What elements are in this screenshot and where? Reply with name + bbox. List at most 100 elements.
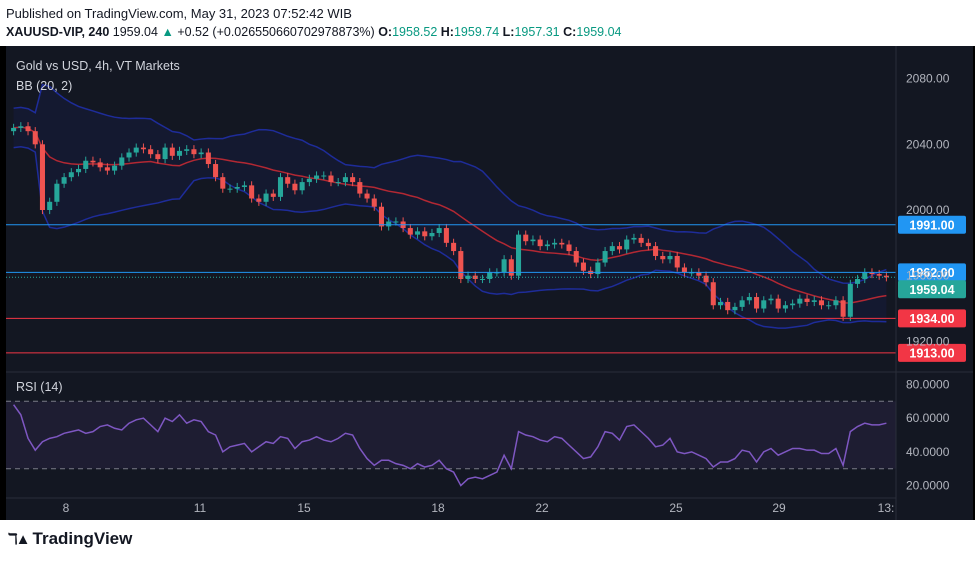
candle [855, 274, 861, 288]
level-tag-bg [898, 309, 966, 328]
candle-body [378, 206, 384, 227]
price-tick-label: 2080.00 [906, 72, 950, 86]
candle [696, 268, 702, 280]
level-tag-label: 1934.00 [909, 312, 954, 326]
candle-body [768, 298, 774, 301]
last-price-tag-bg [898, 280, 966, 299]
candle-body [198, 152, 204, 155]
bb-lower-line [13, 146, 887, 329]
candle-body [782, 305, 788, 309]
candle [862, 268, 868, 284]
chart-svg[interactable]: 1991.00 1962.00 1934.00 1913.00 1959.04 2080… [6, 46, 973, 520]
candle [429, 228, 435, 241]
candle [451, 238, 457, 256]
candle-body [205, 152, 211, 165]
candle [847, 279, 853, 321]
candle [544, 240, 550, 251]
candle-body [552, 242, 558, 245]
candle [112, 161, 118, 175]
candle [198, 148, 204, 159]
candle [148, 145, 154, 159]
candle [364, 189, 370, 203]
candle [184, 145, 190, 155]
close-value: 1959.04 [576, 25, 622, 39]
candle [97, 158, 103, 172]
candle [32, 127, 38, 149]
candle-body [213, 164, 219, 178]
level-tag-label: 1962.00 [909, 266, 954, 280]
candle-body [133, 147, 139, 153]
candle [407, 223, 413, 239]
candle [667, 251, 673, 264]
candle-body [335, 182, 341, 184]
candle [422, 227, 428, 241]
price-tick-label: 2000.00 [906, 203, 950, 217]
candle [328, 171, 334, 187]
candle-body [32, 131, 38, 145]
published-text: Published on TradingView.com, May 31, 20… [6, 6, 352, 21]
candle-body [559, 242, 565, 245]
candle-body [501, 259, 507, 273]
candle-body [855, 278, 861, 284]
candle [18, 122, 24, 132]
candle-body [602, 251, 608, 263]
candle-body [566, 244, 572, 252]
candle-body [371, 198, 377, 207]
chart-panel[interactable]: 1991.00 1962.00 1934.00 1913.00 1959.04 2080… [6, 46, 973, 520]
candle [378, 202, 384, 231]
candle [342, 173, 348, 187]
candle-body [140, 147, 146, 150]
candle-body [638, 237, 644, 243]
rsi-tick-label: 20.0000 [906, 479, 950, 493]
candle-body [415, 231, 421, 235]
candle [739, 296, 745, 311]
candle [155, 150, 161, 164]
time-tick-label: 11 [194, 501, 207, 515]
candle [11, 123, 17, 136]
candle-body [472, 275, 478, 279]
low-value: 1957.31 [514, 25, 560, 39]
candle [638, 233, 644, 247]
bb-fill [13, 84, 887, 329]
candle-body [616, 246, 623, 250]
last-price-tag-label: 1959.04 [909, 283, 954, 297]
candle [458, 246, 464, 284]
candle [119, 153, 125, 170]
candle-body [126, 152, 132, 158]
candle-body [364, 193, 370, 199]
candle-body [746, 297, 752, 301]
candle [263, 189, 269, 206]
candle [818, 296, 824, 310]
candle [68, 168, 74, 182]
candle-body [703, 275, 709, 283]
candle-body [725, 301, 731, 311]
candle-body [537, 239, 543, 247]
candle-body [249, 185, 255, 199]
candle-body [270, 193, 276, 197]
time-tick-label: 25 [669, 501, 683, 515]
candle-body [739, 300, 745, 307]
candle-body [191, 149, 197, 155]
high-value: 1959.74 [453, 25, 500, 39]
rsi-tick-label: 60.0000 [906, 411, 950, 425]
tradingview-logo[interactable]: ℸ▲ TradingView [8, 529, 132, 549]
candle-body [176, 150, 183, 156]
price-tick-label: 1960.00 [906, 269, 950, 283]
candle-body [256, 198, 262, 202]
candle [530, 235, 536, 246]
candle-body [18, 126, 24, 128]
candle-body [508, 259, 514, 276]
candle [768, 294, 774, 305]
candle [299, 177, 305, 195]
brand-name: TradingView [32, 529, 133, 548]
candle [292, 179, 298, 195]
candle [479, 274, 485, 284]
candle [609, 242, 615, 256]
candle-body [595, 262, 601, 275]
candle [804, 294, 810, 307]
footer: ℸ▲ TradingView [0, 520, 975, 561]
candle-body [299, 182, 305, 191]
bb-legend: BB (20, 2) [16, 79, 73, 93]
candle-body [184, 149, 190, 151]
candle [616, 242, 623, 254]
